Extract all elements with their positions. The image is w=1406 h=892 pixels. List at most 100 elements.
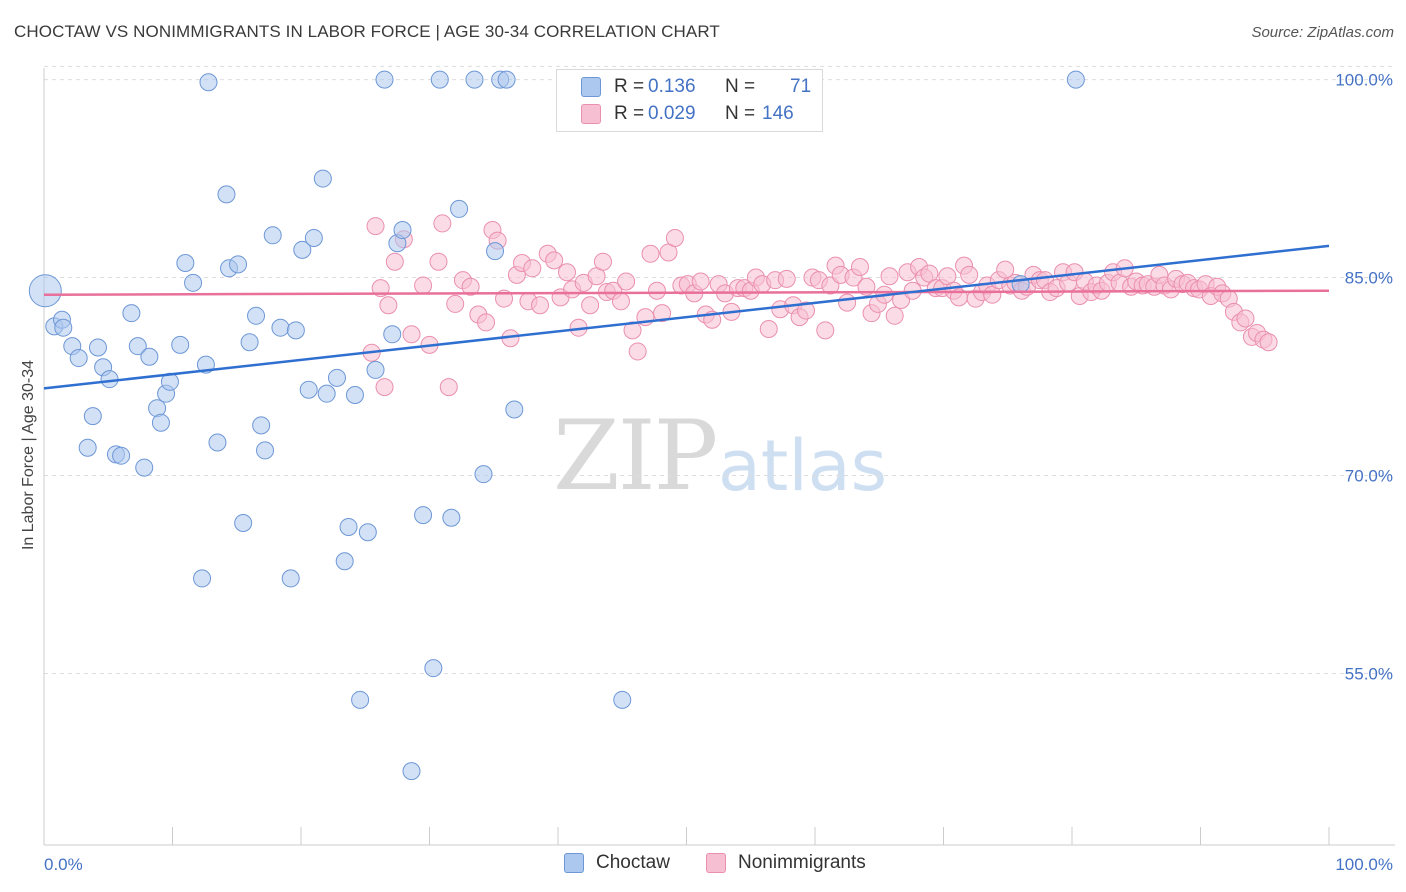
choctaw-point	[313, 169, 332, 188]
nonimmigrants-point	[531, 296, 550, 315]
chart-title: CHOCTAW VS NONIMMIGRANTS IN LABOR FORCE …	[14, 22, 720, 41]
choctaw-point	[135, 458, 154, 477]
choctaw-point	[281, 569, 300, 588]
nonimmigrants-point	[797, 301, 816, 320]
choctaw-point	[486, 242, 505, 261]
choctaw-point	[151, 413, 170, 432]
choctaw-point	[256, 441, 275, 460]
nonimmigrants-point	[446, 294, 465, 313]
legend-r-label: R =	[614, 103, 645, 124]
legend-n-label: N =	[725, 76, 756, 97]
nonimmigrants-point	[816, 321, 835, 340]
legend-n-label: N =	[725, 103, 756, 124]
choctaw-point	[78, 438, 97, 457]
choctaw-point	[345, 385, 364, 404]
legend-r-label: R =	[614, 76, 645, 97]
choctaw-point	[383, 325, 402, 344]
nonimmigrants-point	[641, 244, 660, 263]
choctaw-point	[271, 318, 290, 337]
choctaw-point	[393, 221, 412, 240]
choctaw-point	[54, 318, 73, 337]
choctaw-point	[128, 337, 147, 356]
choctaw-point	[176, 254, 195, 273]
choctaw-point	[234, 514, 253, 532]
legend-row-nonimmigrants: R = 0.029 N = 146	[557, 101, 822, 127]
choctaw-point	[28, 274, 62, 308]
nonimmigrants-point	[885, 306, 904, 325]
nonimmigrants-points	[362, 214, 1278, 397]
nonimmigrants-point	[1236, 309, 1255, 328]
legend-n-value: 146	[762, 103, 794, 124]
nonimmigrants-point	[523, 259, 542, 278]
legend-r-value: 0.029	[648, 103, 696, 124]
nonimmigrants-point	[375, 378, 394, 397]
choctaw-legend-swatch-icon	[564, 853, 584, 873]
nonimmigrants-point	[647, 281, 666, 300]
nonimmigrants-point	[379, 296, 398, 315]
legend-row-choctaw: R = 0.136 N = 71	[557, 74, 822, 100]
watermark-zip: ZIP	[553, 400, 718, 512]
nonimmigrants-point	[880, 267, 899, 286]
choctaw-point	[402, 762, 421, 781]
nonimmigrants-point	[623, 321, 642, 340]
choctaw-point	[193, 569, 212, 588]
choctaw-point	[317, 384, 336, 403]
choctaw-point	[122, 304, 141, 323]
nonimmigrants-swatch-icon	[581, 104, 601, 124]
choctaw-point	[293, 240, 312, 259]
series-legend: Choctaw Nonimmigrants	[0, 852, 1406, 878]
nonimmigrants-point	[439, 378, 458, 397]
legend-label-choctaw: Choctaw	[596, 852, 670, 873]
nonimmigrants-trend-line	[43, 289, 1330, 296]
choctaw-point	[450, 199, 469, 218]
x-tick-label: 0.0%	[44, 855, 83, 874]
choctaw-point	[240, 333, 259, 352]
choctaw-point	[171, 335, 190, 354]
choctaw-point	[229, 255, 248, 274]
choctaw-point	[199, 73, 218, 92]
nonimmigrants-point	[691, 272, 710, 291]
choctaw-point	[366, 360, 385, 379]
choctaw-point	[83, 407, 102, 426]
choctaw-point	[184, 273, 203, 292]
choctaw-point	[217, 185, 236, 204]
tick-labels: 55.0% 70.0% 85.0% 100.0% 0.0% 100.0%	[44, 71, 1393, 874]
choctaw-point	[424, 659, 443, 678]
trend-lines	[43, 244, 1330, 390]
choctaw-point	[375, 70, 394, 89]
choctaw-point	[327, 368, 346, 387]
choctaw-point	[140, 347, 159, 366]
choctaw-point	[335, 552, 354, 571]
nonimmigrants-point	[414, 276, 433, 295]
choctaw-point	[351, 690, 370, 709]
nonimmigrants-point	[593, 252, 612, 271]
nonimmigrants-point	[385, 252, 404, 271]
nonimmigrants-point	[545, 251, 564, 270]
choctaw-point	[339, 517, 358, 536]
y-tick-label: 100.0%	[1335, 71, 1393, 90]
nonimmigrants-point	[960, 265, 979, 284]
choctaw-point	[69, 349, 88, 368]
y-tick-label: 85.0%	[1345, 269, 1393, 288]
choctaw-point	[208, 433, 227, 452]
nonimmigrants-point	[850, 257, 869, 276]
nonimmigrants-point	[461, 277, 480, 296]
choctaw-point	[286, 321, 305, 340]
choctaw-swatch-icon	[581, 77, 601, 97]
correlation-legend: R = 0.136 N = 71 R = 0.029 N = 146	[556, 69, 823, 132]
nonimmigrants-point	[838, 293, 857, 312]
choctaw-point	[247, 306, 266, 325]
axis-layer	[43, 68, 1395, 846]
nonimmigrants-point	[433, 214, 452, 233]
nonimmigrants-point	[759, 320, 778, 339]
nonimmigrants-point	[1259, 333, 1278, 352]
nonimmigrants-point	[371, 279, 390, 298]
nonimmigrants-point	[653, 304, 672, 323]
choctaw-point	[252, 416, 271, 435]
choctaw-point	[613, 690, 632, 709]
nonimmigrants-point	[402, 325, 421, 344]
choctaw-point	[88, 338, 107, 357]
nonimmigrants-point	[557, 263, 576, 282]
nonimmigrants-point	[477, 313, 496, 332]
